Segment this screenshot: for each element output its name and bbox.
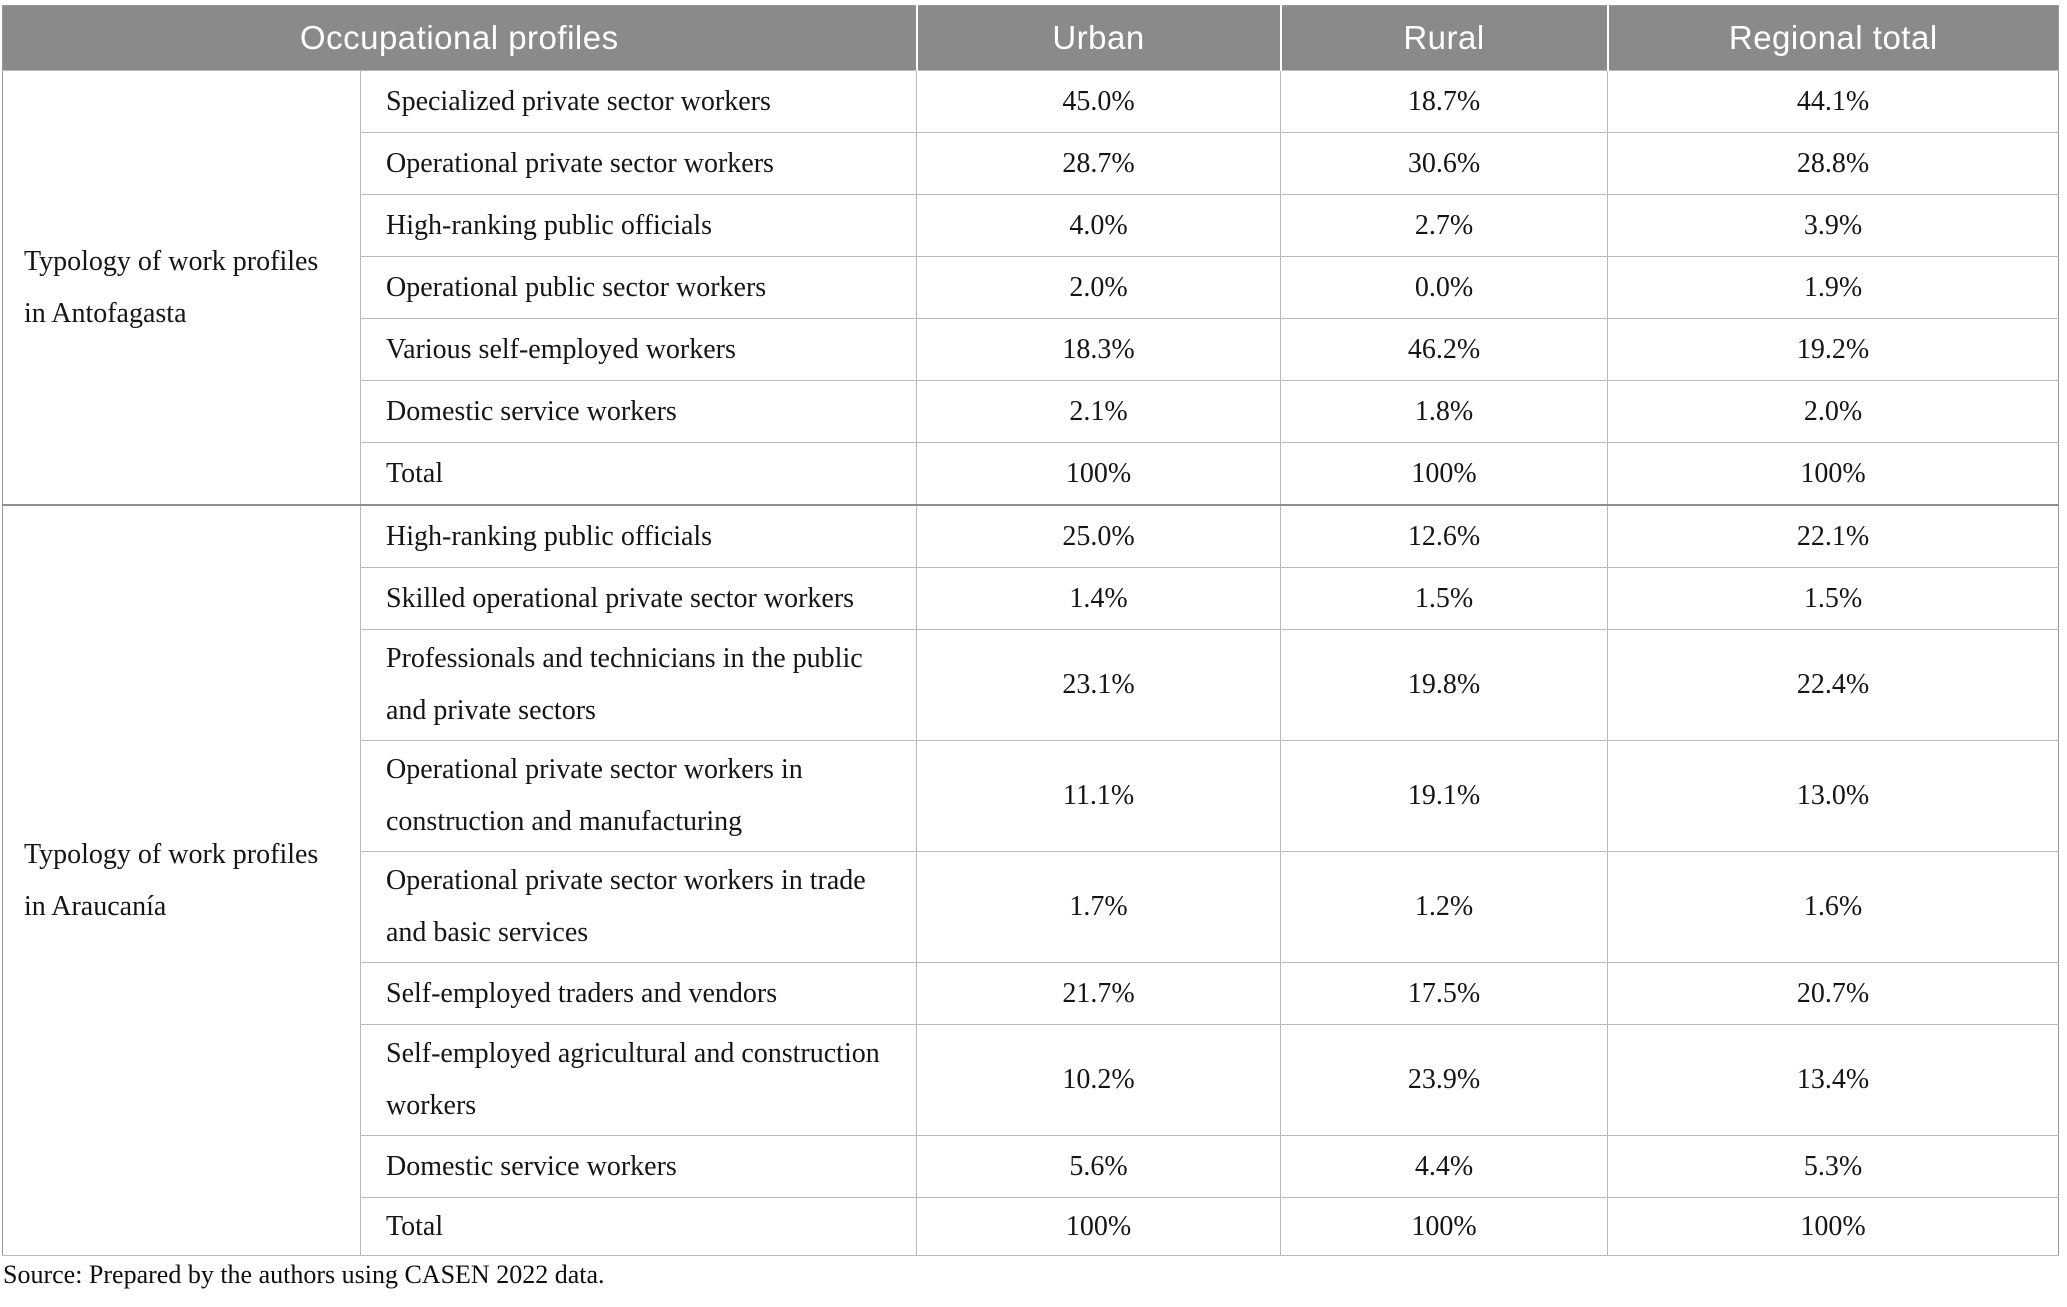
rural-value: 1.8% xyxy=(1280,380,1609,443)
table-row: Self-employed agricultural and construct… xyxy=(3,1024,2059,1136)
table-row: Domestic service workers 2.1% 1.8% 2.0% xyxy=(3,380,2059,443)
occupation-label: Specialized private sector workers xyxy=(359,70,918,133)
table-row: Operational public sector workers 2.0% 0… xyxy=(3,256,2059,319)
rural-value: 100% xyxy=(1280,442,1609,506)
table-row: Typology of work profiles in Araucanía H… xyxy=(2,504,2059,1256)
rural-value: 2.7% xyxy=(1280,194,1609,257)
rural-value: 0.0% xyxy=(1280,256,1609,319)
regional-value: 100% xyxy=(1607,1197,2059,1256)
urban-value: 28.7% xyxy=(916,132,1282,195)
table-row: Domestic service workers 5.6% 4.4% 5.3% xyxy=(3,1135,2059,1198)
header-regional-total: Regional total xyxy=(1606,5,2059,71)
rural-value: 19.8% xyxy=(1280,629,1609,741)
regional-value: 2.0% xyxy=(1607,380,2059,443)
regional-value: 1.6% xyxy=(1607,851,2059,963)
occupation-label: Operational private sector workers in co… xyxy=(359,740,918,852)
total-row: Total 100% 100% 100% xyxy=(3,1197,2059,1256)
urban-value: 18.3% xyxy=(916,318,1282,381)
table-row: Skilled operational private sector worke… xyxy=(3,567,2059,630)
regional-value: 1.9% xyxy=(1607,256,2059,319)
occupation-label: Various self-employed workers xyxy=(359,318,918,381)
regional-value: 13.0% xyxy=(1607,740,2059,852)
rural-value: 12.6% xyxy=(1280,504,1609,568)
rural-value: 1.2% xyxy=(1280,851,1609,963)
occupation-label: Domestic service workers xyxy=(359,380,918,443)
rural-value: 23.9% xyxy=(1280,1024,1609,1136)
rural-value: 4.4% xyxy=(1280,1135,1609,1198)
occupation-label: High-ranking public officials xyxy=(359,504,918,568)
rural-value: 100% xyxy=(1280,1197,1609,1256)
regional-value: 13.4% xyxy=(1607,1024,2059,1136)
urban-value: 11.1% xyxy=(916,740,1282,852)
regional-value: 5.3% xyxy=(1607,1135,2059,1198)
regional-value: 28.8% xyxy=(1607,132,2059,195)
rural-value: 1.5% xyxy=(1280,567,1609,630)
table-row: Various self-employed workers 18.3% 46.2… xyxy=(3,318,2059,381)
regional-value: 20.7% xyxy=(1607,962,2059,1025)
regional-value: 22.4% xyxy=(1607,629,2059,741)
table-row: Operational private sector workers in tr… xyxy=(3,851,2059,963)
table-row: High-ranking public officials 4.0% 2.7% … xyxy=(3,194,2059,257)
urban-value: 45.0% xyxy=(916,70,1282,133)
table-row: Typology of work profiles in Antofagasta… xyxy=(2,70,2059,506)
source-note: Source: Prepared by the authors using CA… xyxy=(3,1260,605,1289)
regional-value: 3.9% xyxy=(1607,194,2059,257)
occupation-label: Operational public sector workers xyxy=(359,256,918,319)
regional-value: 44.1% xyxy=(1607,70,2059,133)
table-row: Operational private sector workers 28.7%… xyxy=(3,132,2059,195)
region-label-antofagasta: Typology of work profiles in Antofagasta xyxy=(2,70,361,506)
urban-value: 1.4% xyxy=(916,567,1282,630)
urban-value: 4.0% xyxy=(916,194,1282,257)
region-label-araucania: Typology of work profiles in Araucanía xyxy=(2,504,361,1256)
header-row: Occupational profiles Urban Rural Region… xyxy=(2,5,2059,71)
header-occupational-profiles: Occupational profiles xyxy=(2,5,917,71)
rural-value: 19.1% xyxy=(1280,740,1609,852)
occupation-label: Operational private sector workers xyxy=(359,132,918,195)
urban-value: 5.6% xyxy=(916,1135,1282,1198)
regional-value: 19.2% xyxy=(1607,318,2059,381)
urban-value: 25.0% xyxy=(916,504,1282,568)
occupation-label: High-ranking public officials xyxy=(359,194,918,257)
urban-value: 100% xyxy=(916,442,1282,506)
rural-value: 46.2% xyxy=(1280,318,1609,381)
table-row: Operational private sector workers in co… xyxy=(3,740,2059,852)
occupation-label: Professionals and technicians in the pub… xyxy=(359,629,918,741)
regional-value: 1.5% xyxy=(1607,567,2059,630)
urban-value: 10.2% xyxy=(916,1024,1282,1136)
occupation-label: Skilled operational private sector worke… xyxy=(359,567,918,630)
occupation-label: Self-employed traders and vendors xyxy=(359,962,918,1025)
table-row: Professionals and technicians in the pub… xyxy=(3,629,2059,741)
regional-value: 22.1% xyxy=(1607,504,2059,568)
regional-value: 100% xyxy=(1607,442,2059,506)
header-urban: Urban xyxy=(915,5,1281,71)
occupational-profiles-table: Occupational profiles Urban Rural Region… xyxy=(2,5,2060,1256)
urban-value: 21.7% xyxy=(916,962,1282,1025)
rural-value: 17.5% xyxy=(1280,962,1609,1025)
occupation-label: Self-employed agricultural and construct… xyxy=(359,1024,918,1136)
rural-value: 18.7% xyxy=(1280,70,1609,133)
occupation-label: Total xyxy=(359,1197,918,1256)
urban-value: 2.0% xyxy=(916,256,1282,319)
header-rural: Rural xyxy=(1279,5,1608,71)
occupation-label: Operational private sector workers in tr… xyxy=(359,851,918,963)
urban-value: 1.7% xyxy=(916,851,1282,963)
total-row: Total 100% 100% 100% xyxy=(3,442,2059,506)
occupation-label: Domestic service workers xyxy=(359,1135,918,1198)
occupation-label: Total xyxy=(359,442,918,506)
urban-value: 100% xyxy=(916,1197,1282,1256)
urban-value: 23.1% xyxy=(916,629,1282,741)
urban-value: 2.1% xyxy=(916,380,1282,443)
rural-value: 30.6% xyxy=(1280,132,1609,195)
